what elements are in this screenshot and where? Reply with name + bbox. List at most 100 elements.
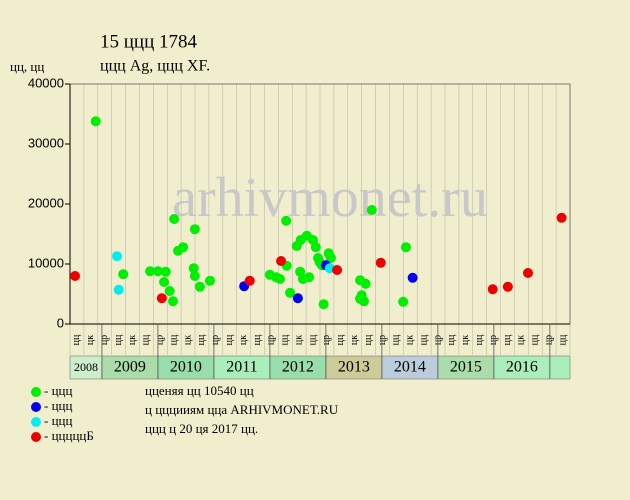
- data-point: [366, 205, 377, 215]
- quarter-label: цк: [127, 335, 138, 345]
- quarter-label: цц: [196, 334, 207, 345]
- data-point: [523, 268, 534, 278]
- data-point: [400, 242, 411, 253]
- legend-marker: [31, 417, 41, 427]
- data-point: [188, 263, 199, 274]
- data-point: [276, 256, 287, 266]
- data-point: [318, 299, 329, 310]
- y-tick-label: 40000: [28, 75, 64, 90]
- data-point: [113, 284, 124, 295]
- data-point: [325, 253, 336, 263]
- data-point: [160, 266, 171, 277]
- quarter-label: цц: [335, 334, 346, 345]
- quarter-label: цк: [349, 335, 360, 345]
- data-point: [407, 272, 418, 283]
- data-point: [310, 242, 321, 253]
- quarter-label: цр: [377, 335, 388, 345]
- legend-label: - ццц: [44, 383, 72, 398]
- data-point: [118, 269, 129, 280]
- quarter-label: цц: [280, 334, 291, 345]
- year-label: 2010: [170, 359, 202, 376]
- year-label: 2016: [506, 359, 538, 376]
- note: ццц ц 20 ця 2017 цц.: [145, 421, 258, 436]
- data-point: [152, 266, 163, 277]
- quarter-label: цц: [391, 334, 402, 345]
- quarter-label: цк: [293, 335, 304, 345]
- data-point: [90, 116, 101, 127]
- quarter-label: цр: [210, 335, 221, 345]
- year-label: 2012: [282, 359, 314, 376]
- data-point: [360, 278, 371, 289]
- note: ц цццииям цца ARHIVMONET.RU: [145, 402, 339, 417]
- quarter-label: цц: [418, 334, 429, 345]
- legend-label: - ццц: [44, 398, 72, 413]
- data-point: [556, 212, 567, 223]
- y-label: цц, цц: [10, 59, 44, 74]
- data-point: [112, 251, 123, 262]
- data-point: [304, 272, 315, 283]
- data-point: [189, 271, 200, 281]
- legend-label: - цццццБ: [44, 428, 94, 443]
- quarter-label: цц: [474, 334, 485, 345]
- data-point: [281, 215, 292, 226]
- quarter-label: цр: [155, 335, 166, 345]
- quarter-label: цц: [168, 334, 179, 345]
- year-label: 2013: [338, 359, 370, 376]
- data-point: [332, 265, 343, 275]
- quarter-label: цк: [182, 335, 193, 345]
- data-point: [159, 277, 170, 287]
- quarter-label: цк: [405, 335, 416, 345]
- quarter-label: цц: [71, 334, 82, 345]
- data-point: [285, 287, 296, 298]
- year-label: 2008: [74, 360, 98, 374]
- data-point: [398, 296, 409, 307]
- data-point: [487, 284, 498, 295]
- quarter-label: цц: [446, 334, 457, 345]
- legend-marker: [31, 432, 41, 442]
- data-point: [70, 271, 81, 281]
- quarter-label: цр: [543, 335, 554, 345]
- data-point: [244, 275, 255, 286]
- data-point: [204, 275, 215, 286]
- note: цценяя цц 10540 цц: [145, 383, 254, 398]
- quarter-label: цк: [85, 335, 96, 345]
- data-point: [169, 214, 180, 224]
- quarter-label: цц: [224, 334, 235, 345]
- data-point: [189, 224, 200, 235]
- data-point: [375, 257, 386, 268]
- year-band: [549, 355, 571, 380]
- y-tick-label: 20000: [28, 195, 64, 210]
- year-label: 2009: [114, 359, 146, 376]
- quarter-label: цц: [307, 334, 318, 345]
- data-point: [358, 296, 369, 307]
- data-point: [164, 286, 175, 296]
- year-label: 2011: [226, 359, 257, 376]
- quarter-label: цк: [238, 335, 249, 345]
- quarter-label: цр: [99, 335, 110, 345]
- quarter-label: цц: [557, 334, 568, 345]
- data-point: [178, 242, 189, 253]
- quarter-label: цц: [113, 334, 124, 345]
- quarter-label: цц: [530, 334, 541, 345]
- watermark: arhivmonet.ru: [172, 167, 488, 229]
- quarter-label: цк: [460, 335, 471, 345]
- chart-subtitle: ццц Ag, ццц XF.: [100, 58, 210, 75]
- chart-title: 15 ццц 1784: [100, 31, 198, 52]
- legend-marker: [31, 402, 41, 412]
- y-tick-label: 30000: [28, 135, 64, 150]
- data-point: [502, 281, 513, 292]
- quarter-label: цц: [252, 334, 263, 345]
- legend-marker: [31, 387, 41, 397]
- data-point: [274, 274, 285, 284]
- quarter-label: цк: [516, 335, 527, 345]
- y-tick-label: 10000: [28, 255, 64, 270]
- quarter-label: цр: [266, 335, 277, 345]
- quarter-label: цр: [488, 335, 499, 345]
- quarter-label: цц: [502, 334, 513, 345]
- year-label: 2015: [450, 359, 482, 376]
- y-tick-label: 0: [57, 315, 64, 330]
- data-point: [194, 281, 205, 292]
- quarter-label: цц: [141, 334, 152, 345]
- quarter-label: цц: [363, 334, 374, 345]
